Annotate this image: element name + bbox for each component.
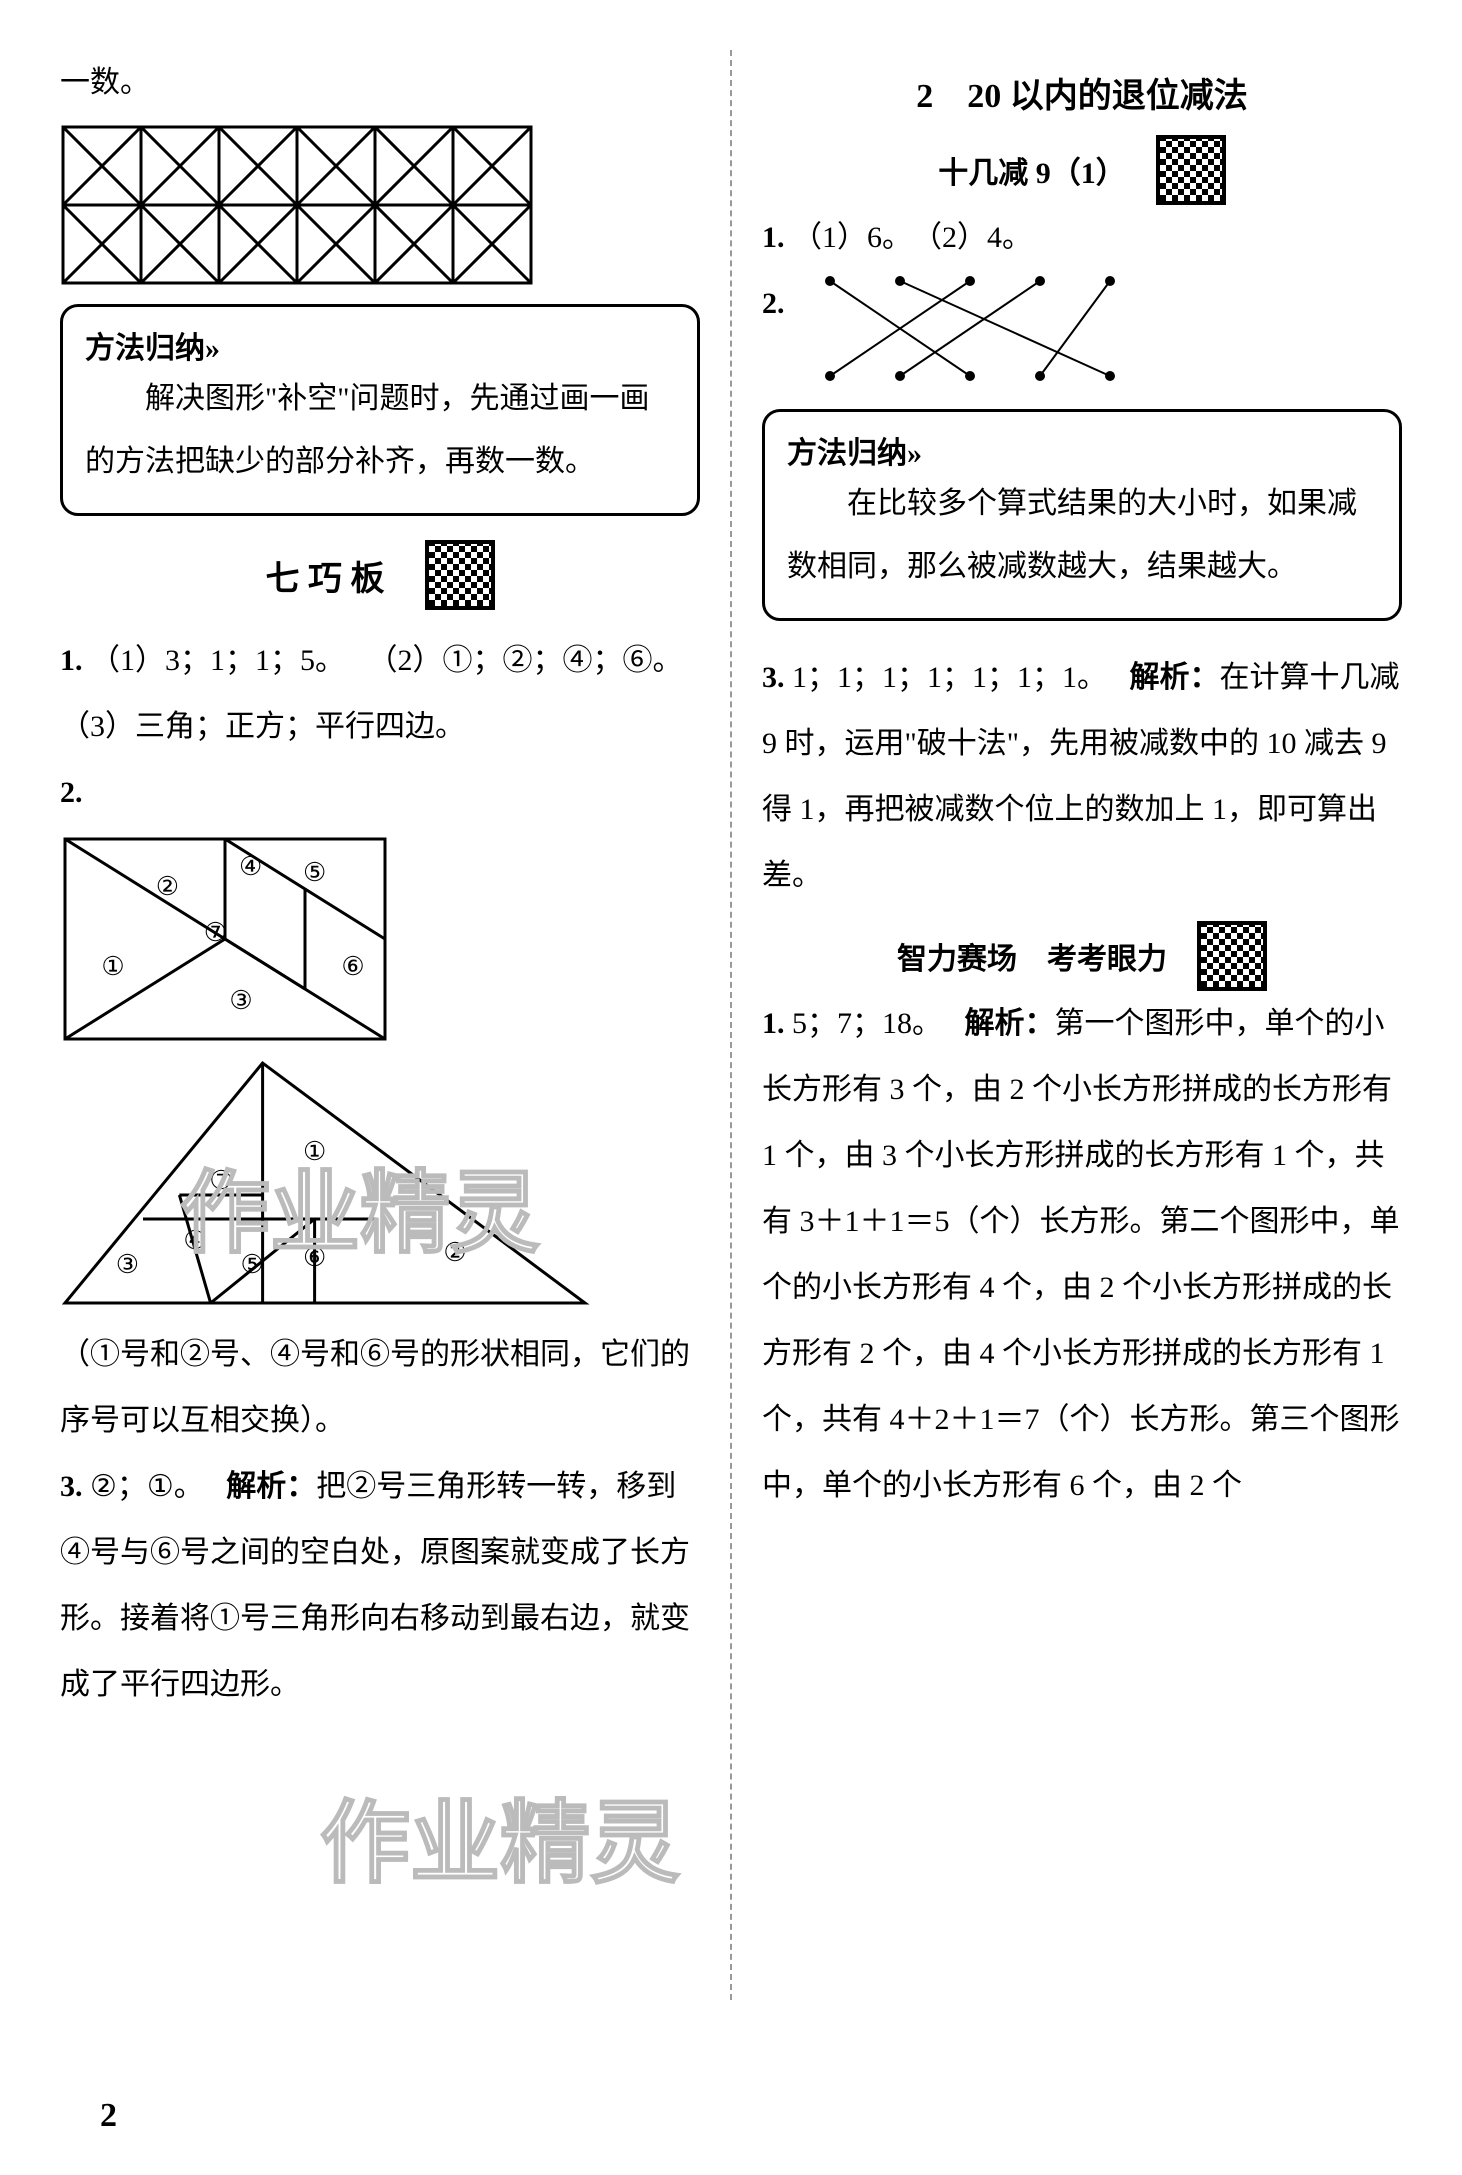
left-q3-num: 3. xyxy=(60,1470,83,1503)
s2q1-num: 1. xyxy=(762,1007,785,1040)
left-q1-part1: （1）3；1；1；5。 xyxy=(90,644,330,677)
left-q2-num: 2. xyxy=(60,776,83,809)
left-q1-part3: （3）三角；正方；平行四边。 xyxy=(60,694,700,760)
svg-text:⑥: ⑥ xyxy=(341,952,364,981)
svg-text:①: ① xyxy=(101,952,124,981)
right-column: 2 20 以内的退位减法 十几减 9（1） 1. （1）6。 （2）4。 2. … xyxy=(732,50,1402,2050)
grid-x-pattern xyxy=(60,124,700,286)
method-box-2: 方法归纳» 在比较多个算式结果的大小时，如果减数相同，那么被减数越大，结果越大。 xyxy=(762,409,1402,621)
left-column: 一数。 方法归纳» 解决图形"补空"问题时，先通过画一画的方法把缺少的部分补齐，… xyxy=(60,50,730,2050)
right-q3-answer: 1；1；1；1；1；1；1。 xyxy=(792,661,1092,694)
svg-text:⑤: ⑤ xyxy=(303,858,326,887)
method1-chev: » xyxy=(205,332,214,365)
left-q1-num: 1. xyxy=(60,644,83,677)
left-top-fragment: 一数。 xyxy=(60,50,700,116)
svg-text:④: ④ xyxy=(183,1226,206,1255)
match-diagram xyxy=(795,271,1125,391)
left-note-after-q2: （①号和②号、④号和⑥号的形状相同，它们的序号可以互相交换）。 xyxy=(60,1322,700,1454)
method2-chev: » xyxy=(907,437,916,470)
s2q1-analysis: 第一个图形中，单个的小长方形有 3 个，由 2 个小长方形拼成的长方形有 1 个… xyxy=(762,1007,1400,1502)
svg-text:③: ③ xyxy=(229,986,252,1015)
svg-text:⑤: ⑤ xyxy=(241,1250,264,1279)
left-q3-analysis: 把②号三角形转一转，移到④号与⑥号之间的空白处，原图案就变成了长方形。接着将①号… xyxy=(60,1470,690,1701)
method1-head: 方法归纳 xyxy=(85,332,205,365)
tangram-square: ① ② ③ ④ ⑤ ⑥ ⑦ xyxy=(60,834,700,1044)
svg-text:②: ② xyxy=(443,1238,466,1267)
qr-section2 xyxy=(1197,921,1267,991)
tangram-triangle: ① ② ③ ④ ⑤ ⑥ ⑦ xyxy=(60,1058,700,1308)
left-q3-answer: ②；①。 xyxy=(90,1470,189,1503)
qr-sub1 xyxy=(1156,135,1226,205)
right-q3-analysis-label: 解析： xyxy=(1130,661,1220,694)
section2-title: 智力赛场 考考眼力 xyxy=(897,934,1167,978)
right-q3-analysis: 在计算十几减 9 时，运用"破十法"，先用被减数中的 10 减去 9 得 1，再… xyxy=(762,661,1400,892)
right-q2-num: 2. xyxy=(762,271,785,337)
tangram-title: 七 巧 板 xyxy=(266,551,385,600)
svg-text:⑥: ⑥ xyxy=(303,1243,326,1272)
svg-text:③: ③ xyxy=(116,1250,139,1279)
s2q1-answer: 5；7；18。 xyxy=(792,1007,927,1040)
svg-text:⑦: ⑦ xyxy=(209,1166,232,1195)
page-number: 2 xyxy=(100,2097,117,2135)
chapter-title: 2 20 以内的退位减法 xyxy=(762,68,1402,117)
method2-body: 在比较多个算式结果的大小时，如果减数相同，那么被减数越大，结果越大。 xyxy=(787,472,1377,598)
s2q1-analysis-label: 解析： xyxy=(965,1007,1055,1040)
left-q1-part2: （2）①；②；④；⑥。 xyxy=(368,644,683,677)
qr-tangram xyxy=(425,540,495,610)
method1-body: 解决图形"补空"问题时，先通过画一画的方法把缺少的部分补齐，再数一数。 xyxy=(85,367,675,493)
method2-head: 方法归纳 xyxy=(787,437,907,470)
svg-text:②: ② xyxy=(156,872,179,901)
sub-title: 十几减 9（1） xyxy=(938,148,1126,192)
svg-text:⑦: ⑦ xyxy=(204,918,227,947)
svg-text:①: ① xyxy=(303,1137,326,1166)
right-q1-text: （1）6。 （2）4。 xyxy=(792,221,1032,254)
right-q3-num: 3. xyxy=(762,661,785,694)
right-q1-num: 1. xyxy=(762,221,785,254)
left-q3-analysis-label: 解析： xyxy=(226,1470,316,1503)
method-box-1: 方法归纳» 解决图形"补空"问题时，先通过画一画的方法把缺少的部分补齐，再数一数… xyxy=(60,304,700,516)
svg-text:④: ④ xyxy=(239,852,262,881)
